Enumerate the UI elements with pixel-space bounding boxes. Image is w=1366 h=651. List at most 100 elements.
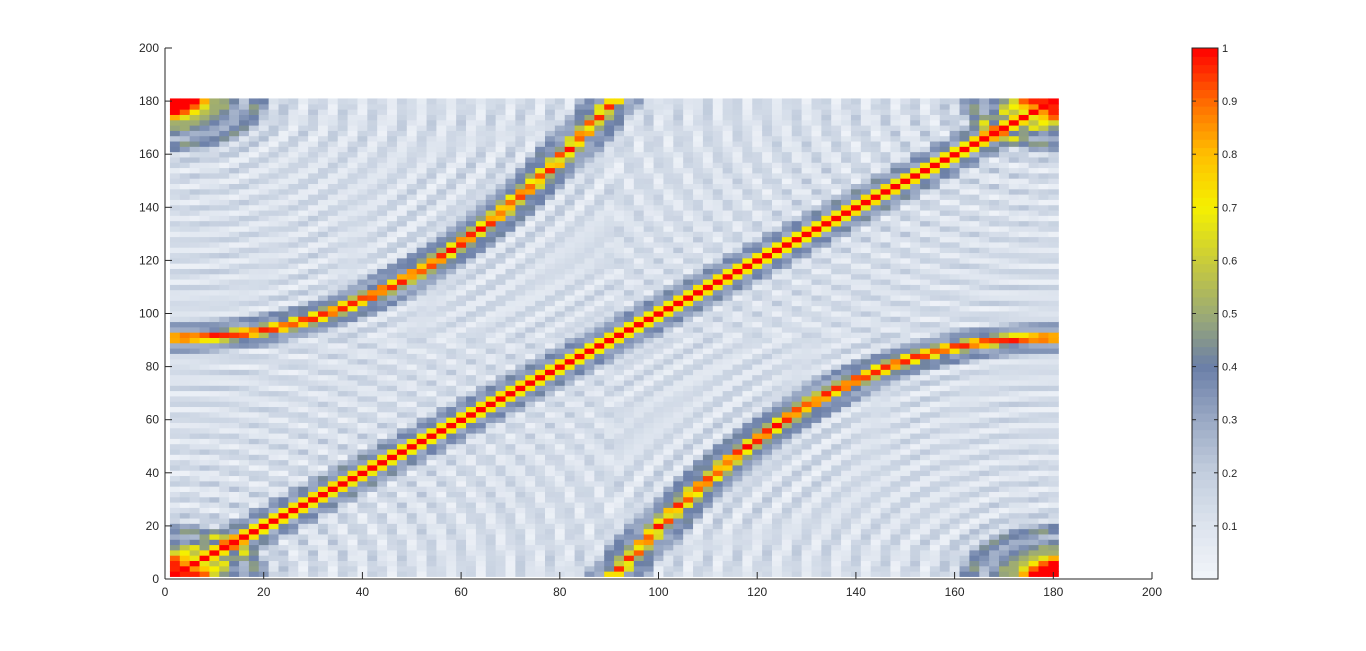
heatmap-cell (574, 273, 586, 280)
heatmap-cell (308, 209, 319, 216)
heatmap-cell (475, 422, 487, 429)
heatmap-cell (229, 278, 240, 285)
heatmap-cell (653, 305, 665, 312)
heatmap-cell (466, 188, 477, 195)
heatmap-cell (298, 475, 309, 482)
heatmap-cell (564, 215, 576, 222)
heatmap-cell (288, 533, 299, 540)
heatmap-cell (367, 194, 378, 200)
heatmap-cell (367, 496, 378, 503)
heatmap-cell (258, 220, 270, 227)
heatmap-cell (683, 417, 694, 423)
heatmap-cell (288, 411, 299, 418)
heatmap-cell (633, 507, 645, 514)
heatmap-cell (693, 348, 704, 354)
heatmap-cell (288, 125, 299, 131)
heatmap-cell (594, 199, 605, 206)
heatmap-cell (367, 401, 378, 408)
heatmap-cell (545, 464, 556, 471)
heatmap-cell (633, 247, 645, 254)
heatmap-cell (584, 454, 595, 461)
heatmap-cell (604, 454, 615, 461)
heatmap-cell (327, 422, 339, 429)
heatmap-cell (377, 369, 388, 376)
heatmap-cell (179, 257, 191, 264)
heatmap-cell (377, 480, 388, 487)
heatmap-cell (475, 151, 487, 158)
heatmap-cell (298, 241, 309, 248)
heatmap-cell (663, 130, 674, 137)
heatmap-cell (377, 549, 388, 556)
heatmap-cell (525, 263, 536, 269)
heatmap-cell (594, 517, 605, 524)
heatmap-cell (683, 247, 694, 254)
heatmap-cell (248, 278, 260, 285)
heatmap-cell (169, 273, 181, 280)
heatmap-cell (564, 135, 576, 142)
heatmap-cell (327, 555, 339, 562)
heatmap-cell (317, 172, 329, 179)
heatmap-cell (574, 337, 586, 344)
heatmap-cell (357, 353, 368, 360)
heatmap-cell (347, 268, 359, 275)
heatmap-cell (702, 539, 714, 546)
heatmap-cell (406, 225, 418, 232)
heatmap-cell (337, 220, 349, 227)
heatmap-cell (229, 528, 240, 535)
heatmap-cell (239, 332, 250, 338)
heatmap-cell (653, 178, 665, 184)
heatmap-cell (446, 427, 457, 434)
heatmap-cell (545, 273, 556, 280)
heatmap-cell (327, 454, 339, 461)
heatmap-cell (475, 470, 487, 477)
heatmap-cell (485, 305, 497, 312)
heatmap-cell (239, 204, 250, 211)
heatmap-cell (515, 523, 526, 530)
heatmap-cell (633, 316, 645, 323)
heatmap-cell (169, 353, 181, 360)
heatmap-cell (209, 220, 220, 227)
heatmap-cell (446, 241, 457, 248)
heatmap-cell (446, 369, 457, 376)
heatmap-cell (436, 151, 447, 158)
heatmap-cell (663, 507, 674, 514)
heatmap-cell (387, 363, 398, 370)
heatmap-cell (574, 385, 586, 392)
heatmap-cell (229, 348, 240, 354)
heatmap-cell (209, 151, 220, 158)
heatmap-cell (475, 252, 487, 259)
heatmap-cell (712, 422, 724, 429)
heatmap-cell (327, 475, 339, 482)
heatmap-cell (288, 273, 299, 280)
heatmap-cell (643, 326, 655, 333)
heatmap-cell (643, 273, 655, 280)
heatmap-cell (209, 369, 220, 376)
heatmap-cell (456, 332, 467, 338)
heatmap-cell (396, 432, 408, 439)
heatmap-cell (456, 363, 467, 370)
heatmap-cell (653, 294, 665, 301)
heatmap-cell (614, 555, 625, 562)
heatmap-cell (298, 432, 309, 439)
heatmap-cell (446, 507, 457, 514)
heatmap-cell (614, 204, 625, 211)
heatmap-cell (406, 507, 418, 514)
heatmap-cell (357, 114, 368, 121)
heatmap-cell (377, 385, 388, 392)
heatmap-cell (288, 348, 299, 354)
heatmap-cell (169, 432, 181, 439)
heatmap-cell (199, 172, 211, 179)
heatmap-cell (377, 316, 388, 323)
heatmap-cell (248, 140, 260, 147)
heatmap-cell (574, 231, 586, 238)
heatmap-cell (495, 130, 507, 137)
heatmap-cell (258, 209, 270, 216)
heatmap-cell (219, 294, 230, 301)
heatmap-cell (702, 353, 714, 360)
heatmap-cell (209, 172, 220, 179)
heatmap-cell (327, 172, 339, 179)
heatmap-cell (614, 422, 625, 429)
heatmap-cell (406, 236, 418, 243)
heatmap-cell (584, 528, 595, 535)
heatmap-cell (594, 294, 605, 301)
